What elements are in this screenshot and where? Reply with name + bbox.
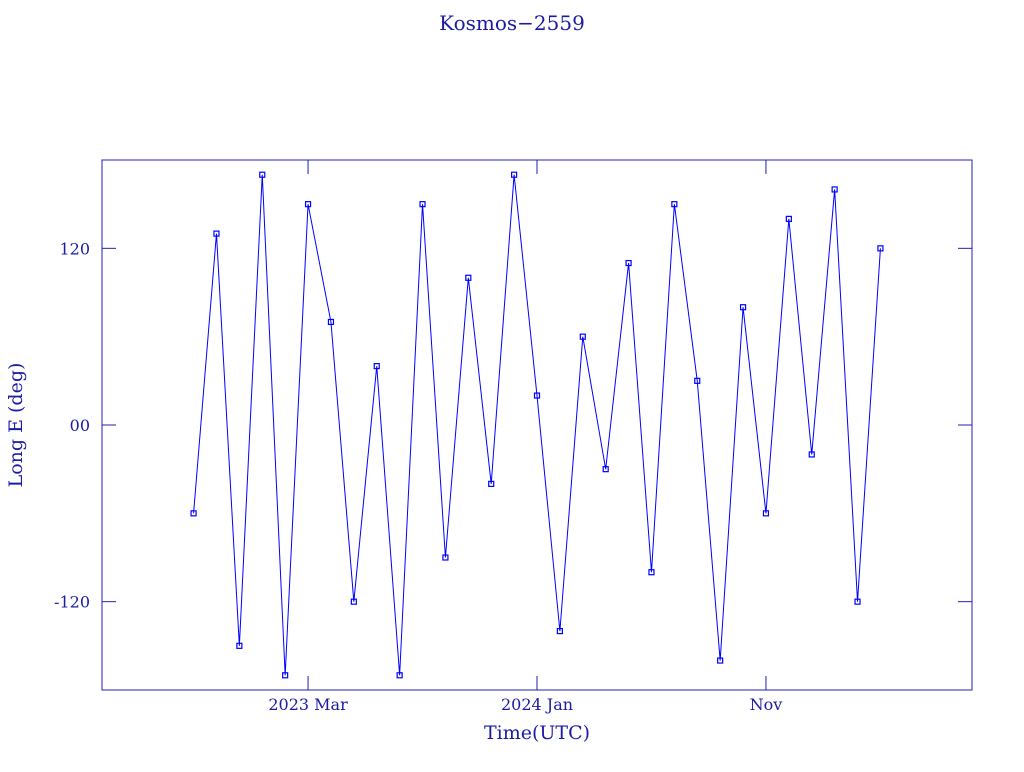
data-point: [785, 215, 792, 222]
x-tick-label: 2024 Jan: [501, 695, 573, 714]
data-point: [854, 598, 861, 605]
data-point: [213, 230, 220, 237]
data-point: [304, 201, 312, 208]
data-point: [465, 274, 472, 281]
data-point: [648, 569, 655, 576]
y-axis-label: Long E (deg): [5, 363, 27, 488]
data-point: [190, 510, 197, 517]
x-tick-label: 2023 Mar: [268, 695, 348, 714]
data-point: [511, 171, 518, 178]
data-point: [877, 245, 884, 252]
data-point: [327, 318, 335, 326]
chart-title: Kosmos−2559: [439, 11, 585, 35]
data-point: [442, 554, 449, 561]
data-point: [350, 598, 357, 605]
data-point: [488, 480, 495, 487]
plot-frame: [101, 159, 973, 691]
data-point: [694, 377, 701, 384]
data-point: [396, 672, 403, 679]
y-tick-label: 120: [59, 239, 90, 258]
data-point: [533, 392, 541, 399]
data-point: [282, 672, 289, 679]
data-point: [236, 642, 243, 649]
data-point: [259, 171, 266, 178]
x-tick-label: Nov: [750, 695, 783, 714]
data-point: [602, 466, 609, 473]
data-point: [762, 510, 770, 517]
data-point: [739, 304, 747, 311]
data-point: [831, 186, 838, 193]
series-line: [193, 174, 881, 676]
data-point: [579, 333, 586, 340]
x-axis-label: Time(UTC): [484, 722, 590, 744]
data-point: [808, 451, 815, 458]
data-point: [419, 201, 426, 208]
data-point: [373, 363, 380, 370]
y-tick-label: 00: [70, 416, 90, 435]
y-tick-label: -120: [54, 593, 90, 612]
data-point: [556, 628, 563, 635]
data-point: [625, 259, 632, 267]
data-point: [717, 657, 724, 664]
data-point: [671, 201, 678, 208]
